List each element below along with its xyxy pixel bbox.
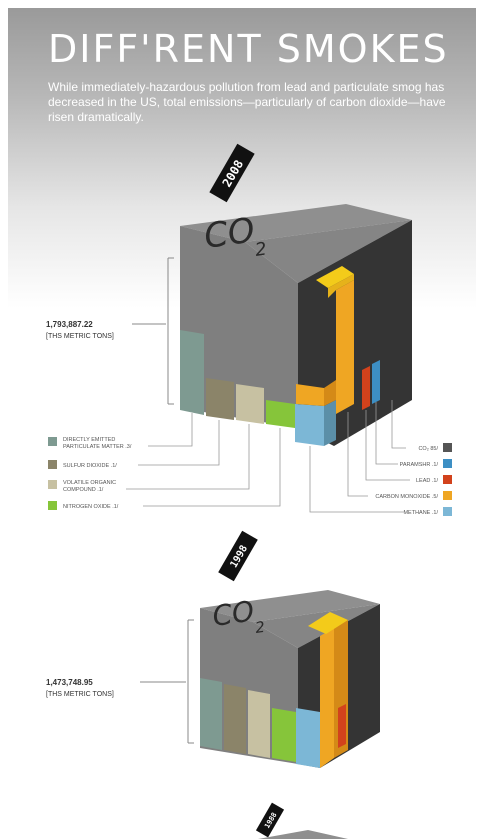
bar-voc [236, 384, 264, 424]
legend-leader-methane [309, 446, 404, 513]
total-bracket-ends [188, 619, 194, 744]
co2-label: CO [210, 594, 256, 632]
legend-label-methane: METHANE .1/ [403, 510, 438, 516]
legend-swatch-paramshr [443, 459, 452, 468]
legend-label-voc-2: COMPOUND .1/ [63, 487, 104, 493]
bar-paramshr [372, 360, 380, 404]
legend-swatch-voc [48, 480, 57, 489]
legend-swatch-lead [443, 475, 452, 484]
legend-swatch-nitrogen [48, 501, 57, 510]
co2-subscript: 2 [254, 239, 268, 261]
legend-right: CO₂ 85/ PARAMSHR .1/ LEAD .1/ CARBON MON… [309, 400, 452, 516]
legend-label-carbon-monoxide: CARBON MONOXIDE .5/ [375, 494, 438, 500]
total-value: 1,473,748.95 [46, 678, 93, 687]
bar-particulate [180, 330, 204, 415]
bar-lead [338, 704, 346, 748]
bar-carbon-monoxide-column [320, 628, 334, 768]
bar-voc [248, 690, 270, 758]
cube-1988: 1988 [255, 802, 348, 839]
legend-leader-nitrogen [143, 428, 281, 507]
bar-nitrogen-oxide [272, 708, 296, 762]
legend-leader-co2 [391, 400, 406, 449]
cube-front-face-upper [245, 220, 412, 283]
bar-carbon-monoxide-cap [328, 274, 354, 298]
year-tag-1988: 1988 [255, 802, 285, 838]
legend-swatch-co2 [443, 443, 452, 452]
year-tag-background [255, 802, 285, 838]
bar-methane [295, 404, 324, 446]
cube-2008: 2008 CO 2 [46, 143, 412, 446]
year-tag-2008: 2008 [209, 143, 255, 203]
legend-label-nitrogen: NITROGEN OXIDE .1/ [63, 504, 119, 510]
legend-label-voc-1: VOLATILE ORGANIC [63, 480, 116, 486]
year-tag-1998: 1998 [218, 530, 258, 582]
legend-leader-paramshr [375, 402, 398, 465]
co2-subscript: 2 [254, 618, 266, 637]
bar-carbon-monoxide-top [316, 266, 354, 288]
bar-sulfur-dioxide [206, 378, 234, 420]
legend-swatch-methane [443, 507, 452, 516]
total-unit: [THS METRIC TONS] [46, 333, 114, 340]
cube-top-face [180, 204, 412, 242]
legend-label-paramshr: PARAMSHR .1/ [400, 462, 439, 468]
cube-1998: 1998 CO 2 1,473,748.95 [THS METRIC TONS] [46, 530, 380, 768]
total-unit: [THS METRIC TONS] [46, 691, 114, 698]
bar-lead [362, 366, 370, 410]
bar-nitrogen-oxide [266, 400, 295, 428]
bar-particulate [200, 678, 222, 750]
page-subtitle: While immediately-hazardous pollution fr… [48, 80, 446, 124]
bar-methane [296, 708, 320, 768]
legend-label-lead: LEAD .1/ [416, 478, 438, 484]
legend-leader-particulate [148, 413, 193, 447]
infographic-canvas: 2008 CO 2 [46, 143, 452, 839]
year-tag-background [218, 530, 258, 582]
bar-carbon-monoxide-column [336, 280, 354, 414]
page-title: DIFF'RENT SMOKES [48, 27, 449, 71]
bar-carbon-monoxide-join [324, 380, 336, 406]
bar-carbon-monoxide-front [296, 384, 324, 406]
total-bracket-ends [168, 257, 174, 405]
legend-label-particulate-2: PARTICULATE MATTER .3/ [63, 444, 132, 450]
legend-leader-voc [126, 424, 250, 490]
legend-leader-lead [365, 410, 410, 481]
legend-swatch-sulfur [48, 460, 57, 469]
legend-swatch-particulate [48, 437, 57, 446]
bar-carbon-monoxide-top [308, 612, 348, 634]
bar-methane-side [324, 400, 336, 446]
infographic-poster: DIFF'RENT SMOKES While immediately-hazar… [8, 8, 476, 839]
legend-label-particulate-1: DIRECTLY EMITTED [63, 437, 115, 443]
legend-leader-carbon-monoxide [347, 412, 368, 497]
legend-swatch-carbon-monoxide [443, 491, 452, 500]
bar-sulfur-dioxide [224, 684, 246, 754]
cube-top-face [200, 590, 380, 622]
legend-leader-sulfur [138, 420, 220, 466]
legend-left: DIRECTLY EMITTED PARTICULATE MATTER .3/ … [48, 413, 281, 510]
cube-top-face [258, 830, 348, 839]
cube-front-face [180, 226, 298, 428]
total-value: 1,793,887.22 [46, 320, 93, 329]
legend-label-co2: CO₂ 85/ [418, 446, 438, 452]
legend-label-sulfur: SULFUR DIOXIDE .1/ [63, 463, 117, 469]
year-tag-background [209, 143, 255, 203]
co2-label: CO [202, 210, 258, 257]
